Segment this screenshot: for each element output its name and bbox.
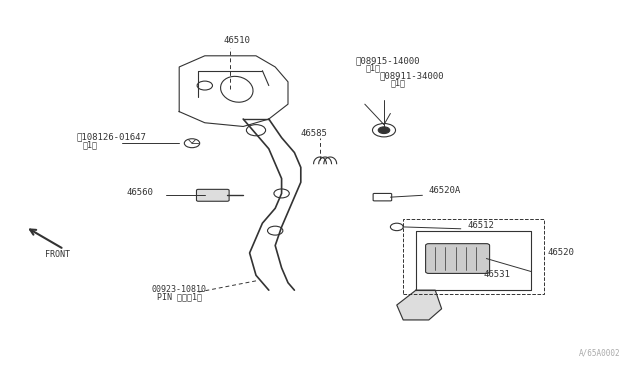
Text: ␑108126-01647: ␑108126-01647	[77, 132, 147, 141]
FancyBboxPatch shape	[196, 189, 229, 201]
Text: 00923-10810: 00923-10810	[152, 285, 207, 294]
Polygon shape	[397, 290, 442, 320]
Circle shape	[378, 127, 390, 134]
Text: A/65A0002: A/65A0002	[579, 348, 621, 357]
Text: FRONT: FRONT	[45, 250, 70, 259]
Text: PIN ピン（1）: PIN ピン（1）	[157, 292, 202, 301]
Text: Ⓦ08915-14000: Ⓦ08915-14000	[355, 56, 420, 65]
Text: ⓝ08911-34000: ⓝ08911-34000	[380, 71, 444, 80]
Text: （1）: （1）	[82, 140, 97, 149]
Text: 46585: 46585	[300, 129, 327, 138]
Text: 46531: 46531	[483, 270, 510, 279]
FancyBboxPatch shape	[426, 244, 490, 273]
Text: 46510: 46510	[223, 36, 250, 45]
Text: 46512: 46512	[467, 221, 494, 230]
Text: （1）: （1）	[390, 78, 405, 87]
Text: （1）: （1）	[366, 64, 381, 73]
Text: 46560: 46560	[127, 188, 154, 197]
Text: 46520: 46520	[547, 248, 574, 257]
Text: 46520A: 46520A	[429, 186, 461, 195]
